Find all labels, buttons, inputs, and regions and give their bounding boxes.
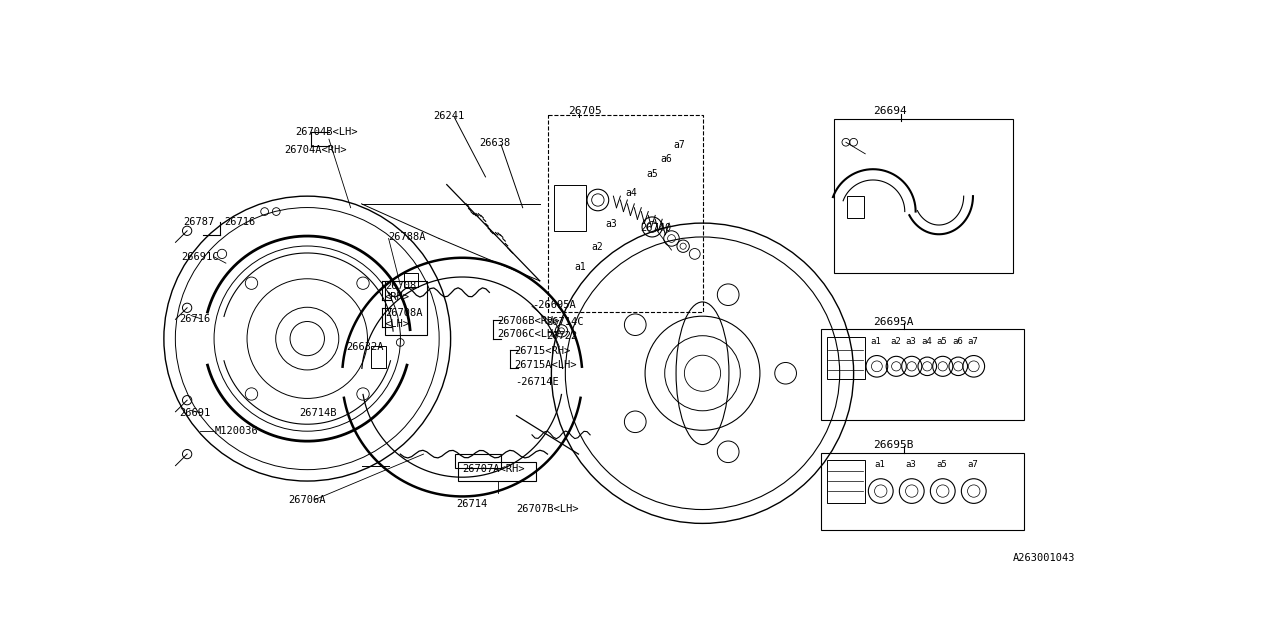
Text: 26714B: 26714B: [300, 408, 337, 418]
Text: 26707A<RH>: 26707A<RH>: [462, 464, 525, 474]
Text: 26715A<LH>: 26715A<LH>: [515, 360, 577, 370]
Bar: [820, 330, 1024, 420]
Text: a1: a1: [575, 262, 586, 271]
Text: 26241: 26241: [434, 111, 465, 122]
Text: 26722: 26722: [547, 331, 577, 341]
Text: M120036: M120036: [214, 426, 259, 436]
Text: 26788A: 26788A: [389, 232, 426, 243]
Bar: [548, 115, 703, 312]
Text: 26706A: 26706A: [288, 495, 325, 505]
Bar: [404, 273, 419, 287]
Text: 26707B<LH>: 26707B<LH>: [517, 504, 579, 514]
Text: A263001043: A263001043: [1012, 553, 1075, 563]
Bar: [458, 462, 536, 481]
Text: a3: a3: [905, 337, 916, 346]
Text: 26706B<RH>: 26706B<RH>: [497, 316, 559, 326]
Text: a6: a6: [660, 154, 672, 164]
Bar: [371, 346, 387, 368]
Text: 26705: 26705: [568, 106, 602, 116]
Text: 26716: 26716: [179, 314, 211, 324]
Bar: [847, 196, 864, 218]
Text: 26715<RH>: 26715<RH>: [515, 346, 571, 356]
Text: -26714E: -26714E: [515, 377, 558, 387]
Text: 26691: 26691: [179, 408, 211, 418]
Bar: [827, 460, 865, 502]
Text: 26632A: 26632A: [346, 342, 384, 353]
Text: 26695A: 26695A: [873, 317, 914, 327]
Text: a3: a3: [605, 220, 617, 229]
Text: a3: a3: [905, 460, 916, 469]
Text: 26714: 26714: [456, 499, 488, 509]
Bar: [554, 184, 586, 231]
Text: 26694: 26694: [873, 106, 906, 116]
Text: 26691C: 26691C: [182, 252, 219, 262]
Text: a1: a1: [870, 337, 882, 346]
Bar: [835, 119, 1012, 273]
Text: a7: a7: [968, 337, 978, 346]
Text: a1: a1: [874, 460, 886, 469]
Text: a7: a7: [673, 140, 685, 150]
Bar: [820, 452, 1024, 529]
Text: a5: a5: [937, 337, 947, 346]
Bar: [454, 454, 500, 468]
Text: 26787: 26787: [183, 217, 215, 227]
Text: a2: a2: [890, 337, 901, 346]
Text: 26708A: 26708A: [385, 308, 422, 318]
Text: <LH>: <LH>: [385, 319, 410, 330]
Bar: [827, 337, 865, 380]
Text: 26704A<RH>: 26704A<RH>: [284, 145, 347, 154]
Text: -26695A: -26695A: [532, 300, 576, 310]
Text: a5: a5: [937, 460, 947, 469]
Text: 26740: 26740: [640, 223, 672, 233]
Text: 26716: 26716: [224, 217, 256, 227]
Text: 26638: 26638: [479, 138, 511, 148]
Text: 26704B<LH>: 26704B<LH>: [296, 127, 358, 137]
Text: <RH>: <RH>: [385, 292, 410, 302]
Text: 26714C: 26714C: [547, 317, 584, 327]
Text: a2: a2: [591, 243, 603, 252]
Text: a7: a7: [968, 460, 978, 469]
Text: 26695B: 26695B: [873, 440, 914, 451]
Text: 26708: 26708: [385, 281, 416, 291]
Bar: [385, 281, 428, 335]
Text: a4: a4: [922, 337, 932, 346]
Text: a6: a6: [952, 337, 963, 346]
Text: 26706C<LH>: 26706C<LH>: [497, 328, 559, 339]
Text: a4: a4: [625, 188, 636, 198]
Text: a5: a5: [646, 169, 658, 179]
